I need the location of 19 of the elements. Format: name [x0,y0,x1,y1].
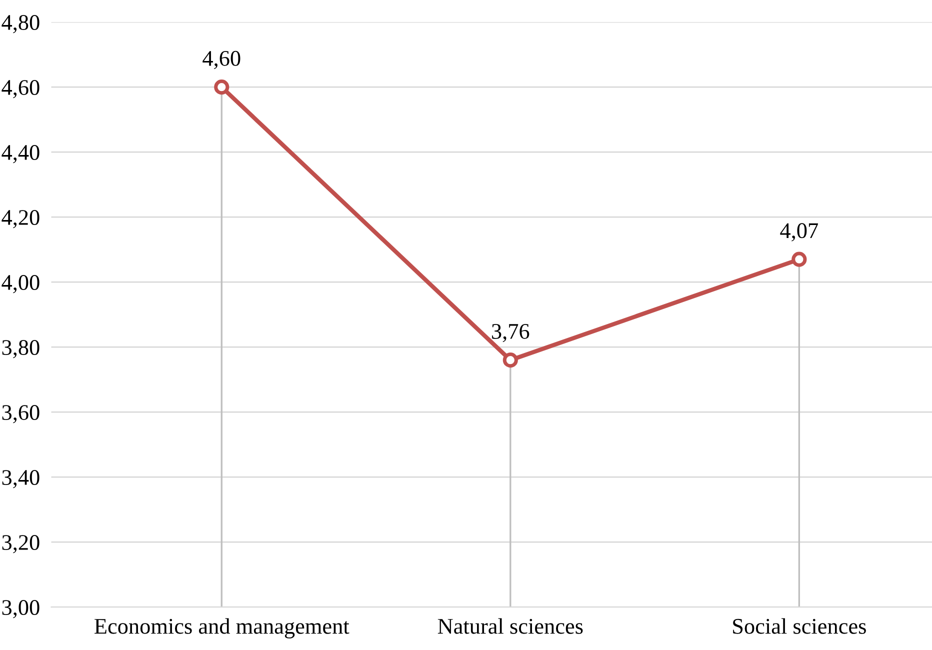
data-label: 4,60 [202,50,240,70]
data-label: 3,76 [492,324,530,342]
y-tick-label: 4,80 [2,15,40,34]
y-tick-label: 3,40 [2,470,40,488]
y-tick-label: 3,80 [2,340,40,358]
y-tick-label: 3,20 [2,535,40,554]
y-tick-label: 3,00 [2,600,40,618]
x-tick-label: Social sciences [733,618,866,634]
y-tick-label: 4,20 [2,210,40,228]
point [502,352,518,368]
y-tick-label: 4,60 [2,80,40,98]
x-tick-label: Natural sciences [438,618,583,634]
point [792,252,807,267]
y-tick-label: 4,00 [2,275,40,294]
y-tick-label: 3,60 [2,405,40,424]
y-tick-label: 4,40 [2,145,40,164]
point [214,80,230,95]
x-tick-label: Economics and management [94,618,350,638]
data-label: 4,07 [780,223,818,242]
